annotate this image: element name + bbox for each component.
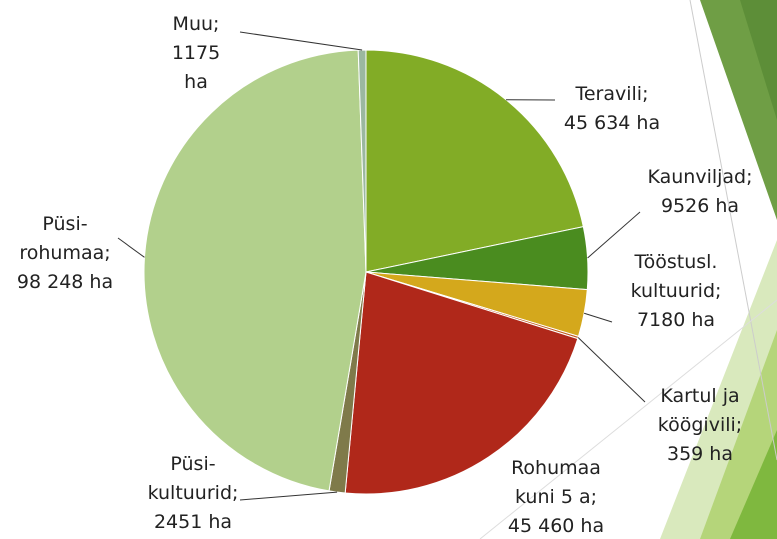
label-text: Kaunviljad;	[647, 166, 752, 188]
label-text: 2451 ha	[154, 511, 232, 533]
label-text: Püsi-rohumaa;	[19, 213, 110, 264]
label-text: 1175 ha	[172, 42, 220, 93]
label-text: Teravili;	[574, 83, 648, 105]
pie-slice	[143, 49, 367, 492]
slice-label: Muu; 1175 ha	[172, 13, 220, 93]
slice-label: Tööstusl. kultuurid; 7180 ha	[631, 251, 722, 331]
leader-line	[239, 31, 363, 51]
label-text: 98 248 ha	[17, 271, 113, 293]
label-text: Tööstusl. kultuurid;	[631, 251, 722, 302]
slice-label: Püsi-rohumaa; 98 248 ha	[17, 213, 113, 293]
label-text: Kartul ja köögivili;	[658, 385, 742, 436]
leader-line	[583, 312, 613, 323]
background-decoration	[479, 0, 777, 539]
leader-line	[239, 491, 338, 501]
label-text: 9526 ha	[661, 195, 739, 217]
label-text: 45 634 ha	[564, 112, 660, 134]
slice-label: Kaunviljad; 9526 ha	[647, 166, 752, 217]
label-text: 45 460 ha	[508, 515, 604, 537]
label-text: Püsi-kultuurid;	[148, 453, 239, 504]
pie-slice	[344, 271, 579, 495]
slice-label: Püsi-kultuurid; 2451 ha	[148, 453, 239, 533]
label-text: Rohumaa kuni 5 a;	[511, 457, 601, 508]
label-text: 359 ha	[667, 443, 733, 465]
label-text: Muu;	[173, 13, 220, 35]
leader-line	[577, 337, 646, 403]
leader-line	[117, 237, 145, 258]
slice-label: Rohumaa kuni 5 a; 45 460 ha	[508, 457, 604, 537]
leader-line	[587, 211, 641, 259]
label-text: 7180 ha	[637, 309, 715, 331]
pie-slice	[365, 49, 584, 273]
slice-label: Kartul ja köögivili; 359 ha	[658, 385, 742, 465]
slice-label: Teravili; 45 634 ha	[564, 83, 660, 134]
